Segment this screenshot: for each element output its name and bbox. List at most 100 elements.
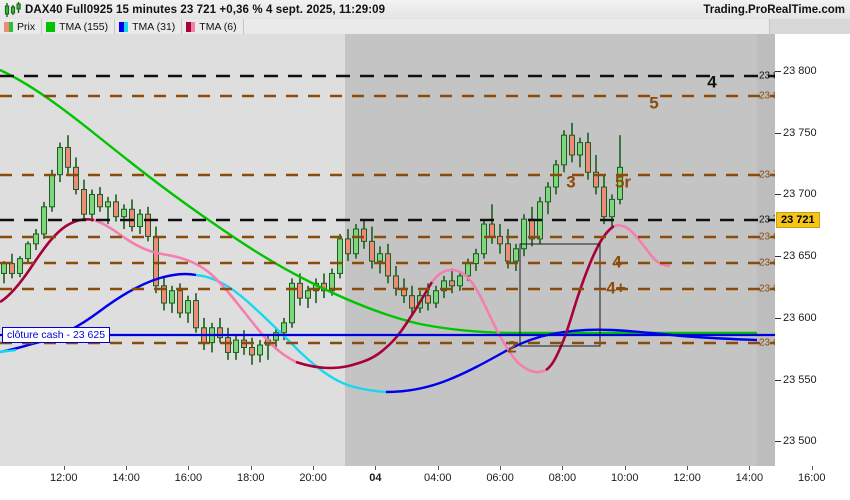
candle-body	[473, 253, 479, 265]
price-tick	[775, 132, 781, 134]
level-price-tag: 23 658	[759, 283, 775, 295]
candle-body	[17, 258, 23, 274]
legend-filler	[243, 19, 770, 34]
level-price-tag: 23 616	[759, 337, 775, 349]
price-tick	[775, 194, 781, 196]
candle-body	[305, 290, 311, 299]
price-tick-label: 23 750	[783, 126, 817, 139]
candle-body	[113, 201, 119, 218]
candle-body	[41, 206, 47, 235]
legend-label: TMA (155)	[59, 20, 109, 33]
swatch-icon	[119, 21, 129, 32]
candle-body	[353, 228, 359, 255]
level-price-tag: 23 803	[759, 90, 775, 102]
candle-body	[497, 235, 503, 245]
chart-annotation[interactable]: 3	[566, 172, 576, 192]
price-axis[interactable]: 23 800 23 750 23 700 23 650 23 600 23 550 23 5…	[775, 34, 850, 466]
chart-annotation[interactable]: 4	[707, 72, 717, 92]
session-shading	[345, 34, 775, 466]
candle-body	[73, 166, 79, 191]
cash-close-label[interactable]: clôture cash - 23 625	[2, 327, 111, 343]
price-tick	[775, 441, 781, 443]
candle-body	[585, 142, 591, 173]
price-tick-label: 23 800	[783, 65, 817, 78]
time-tick	[126, 466, 128, 470]
level-price-tag: 23 699	[759, 231, 775, 243]
candle-body	[137, 213, 143, 228]
legend-label: Prix	[17, 20, 36, 33]
candle-body	[57, 147, 63, 176]
time-tick-label: 04:00	[423, 472, 452, 484]
time-tick	[562, 466, 564, 470]
price-tick	[775, 256, 781, 258]
legend-filler-right	[770, 19, 850, 34]
price-tick-label: 23 500	[783, 435, 817, 448]
candle-body	[481, 223, 487, 255]
candle-body	[577, 142, 583, 156]
candle-body	[369, 240, 375, 262]
setup-rectangle[interactable]	[519, 243, 601, 347]
candle-body	[361, 228, 367, 242]
candle-body	[289, 282, 295, 324]
candle-body	[297, 282, 303, 299]
time-tick-label: 16:00	[174, 472, 203, 484]
chart-annotation[interactable]: 5r	[614, 172, 632, 192]
time-tick	[749, 466, 751, 470]
candle-body	[105, 201, 111, 208]
candlestick-icon	[3, 1, 23, 18]
legend-item-prix[interactable]: Prix	[0, 19, 43, 34]
candle-body	[521, 218, 527, 250]
candle-body	[377, 253, 383, 262]
price-tick-label: 23 700	[783, 188, 817, 201]
legend-item-tma-31[interactable]: TMA (31)	[115, 19, 183, 34]
swatch-icon	[46, 21, 56, 32]
time-tick	[63, 466, 65, 470]
candle-body	[185, 300, 191, 314]
chart-annotation[interactable]: 4	[612, 252, 622, 272]
tma31-line	[0, 272, 197, 354]
candle-body	[97, 193, 103, 208]
legend-item-tma-6[interactable]: TMA (6)	[182, 19, 244, 34]
candle-body	[449, 280, 455, 287]
level-price-tag: 23 712	[759, 214, 775, 226]
level-price-tag: 23 816	[759, 70, 775, 82]
candle-body	[249, 347, 255, 356]
candle-body	[161, 285, 167, 304]
candle-body	[617, 166, 623, 200]
legend-item-tma-155[interactable]: TMA (155)	[42, 19, 116, 34]
candle-body	[329, 272, 335, 292]
title-bar: DAX40 Full0925 15 minutes 23 721 +0,36 %…	[0, 0, 850, 20]
candle-body	[257, 344, 263, 356]
chart-annotation[interactable]: 2	[507, 337, 517, 357]
candle-body	[89, 193, 95, 215]
candle-body	[505, 243, 511, 262]
time-tick-label: 12:00	[49, 472, 78, 484]
current-price-badge: 23 721	[776, 212, 820, 228]
candle-body	[81, 189, 87, 215]
candle-body	[177, 290, 183, 314]
tma31-line-cyan-a	[0, 348, 17, 354]
price-tick	[775, 71, 781, 73]
time-tick-label: 18:00	[236, 472, 265, 484]
page-title: DAX40 Full0925 15 minutes 23 721 +0,36 %…	[25, 3, 386, 16]
level-lines-layer	[0, 74, 775, 345]
tma6-line-d	[430, 268, 547, 374]
candle-body	[545, 186, 551, 203]
level-price-tag: 23 741	[759, 169, 775, 181]
brand-label: Trading.ProRealTime.com	[703, 3, 845, 16]
candle-body	[345, 238, 351, 255]
candle-body	[169, 290, 175, 304]
candle-body	[457, 275, 463, 287]
candle-body	[601, 186, 607, 218]
candle-body	[409, 295, 415, 309]
chart-plot-area[interactable]: clôture cash - 23 625 23 506 23 81623 80…	[0, 34, 775, 466]
time-axis[interactable]: 12:00 14:00 16:00 18:00 20:00 04 04:00 06:00 08:…	[0, 466, 850, 500]
chart-annotation[interactable]: 4+	[606, 278, 626, 298]
candle-body	[385, 253, 391, 277]
axis-gutter-strip	[757, 34, 775, 466]
candle-body	[225, 337, 231, 353]
time-tick-label: 14:00	[112, 472, 140, 484]
price-tick-label: 23 650	[783, 250, 817, 263]
chart-annotation[interactable]: 5	[649, 93, 659, 113]
